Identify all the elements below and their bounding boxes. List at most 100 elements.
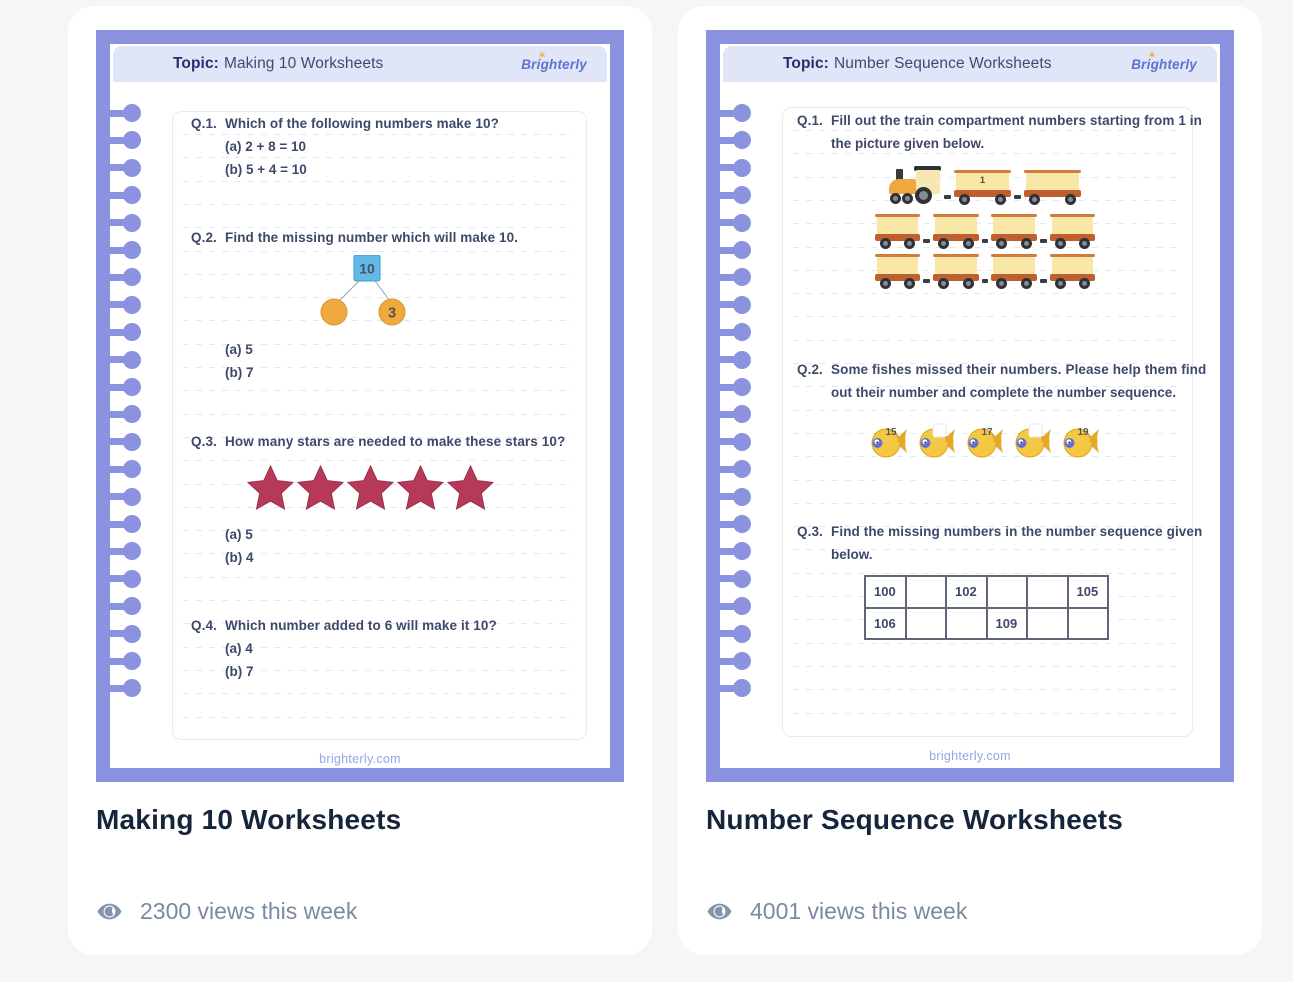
train-wagon	[933, 254, 979, 289]
worksheet-footer: brighterly.com	[319, 752, 401, 766]
binder-ring	[706, 624, 751, 643]
binder-ring	[706, 241, 751, 259]
ruled-line	[793, 572, 1180, 574]
binder-ring	[706, 104, 751, 122]
ruled-line	[793, 223, 1180, 225]
ruled-line	[793, 526, 1180, 528]
ruled-line	[793, 316, 1180, 318]
views-row: 4001 views this week	[706, 898, 967, 925]
topic-label: Topic:	[173, 55, 219, 72]
ruled-line	[183, 530, 574, 532]
ruled-line	[793, 549, 1180, 551]
number-sequence-table: 100 102 105 106 109	[864, 575, 1109, 640]
question-1-line2: the picture given below.	[831, 136, 985, 151]
star-icon	[247, 465, 294, 510]
topic-value: Number Sequence Worksheets	[833, 55, 1052, 72]
binder-ring	[706, 213, 751, 232]
binder-ring	[96, 624, 141, 643]
binder-ring	[706, 405, 751, 424]
ruled-line	[183, 693, 574, 695]
question-1-option-b: (b) 5 + 4 = 10	[225, 162, 307, 177]
worksheet-footer: brighterly.com	[929, 749, 1011, 763]
card-title[interactable]: Number Sequence Worksheets	[706, 804, 1124, 835]
bond-right-circle	[378, 298, 406, 326]
train-row: 1	[875, 166, 1095, 205]
svg-text:17: 17	[981, 427, 993, 438]
table-cell	[1027, 607, 1068, 639]
train-wagon	[991, 254, 1037, 289]
question-2-option-b: (b) 7	[225, 365, 254, 380]
ruled-line	[183, 646, 574, 648]
ruled-line	[793, 246, 1180, 248]
ruled-line	[793, 502, 1180, 504]
binder-ring	[96, 104, 141, 122]
ruled-line	[183, 600, 574, 601]
fish-icon	[1015, 423, 1051, 458]
ruled-line	[793, 712, 1180, 714]
binder-ring	[706, 378, 751, 396]
topic-line: Topic: Number Sequence Worksheets	[783, 55, 1052, 73]
ruled-line	[793, 269, 1180, 271]
star-icon	[447, 465, 494, 510]
question-2-line2: out their number and complete the number…	[831, 385, 1177, 400]
views-text: 4001 views this week	[750, 898, 968, 924]
star-icon	[297, 465, 344, 510]
train-wagon	[1024, 170, 1081, 205]
bond-total: 10	[359, 261, 375, 277]
sun-icon: ✶	[1148, 49, 1156, 60]
worksheet-card-number-sequence[interactable]: Topic: Number Sequence Worksheets ✶ Bright…	[678, 6, 1262, 955]
fish-icon: 15	[871, 427, 907, 458]
fish-icon	[919, 423, 955, 458]
train-wagon	[933, 214, 979, 249]
ruled-line	[793, 153, 1180, 155]
ruled-line	[183, 227, 574, 229]
ruled-line	[183, 506, 574, 508]
train-row	[875, 214, 1095, 249]
question-2: Q.2. Find the missing number which will m…	[191, 230, 519, 245]
worksheet-preview[interactable]: Topic: Number Sequence Worksheets ✶ Bright…	[706, 30, 1234, 782]
binder-ring	[96, 460, 141, 479]
binder-ring	[706, 652, 751, 670]
train-wagon	[1049, 214, 1095, 249]
train-row	[875, 254, 1095, 289]
train-picture: 1	[875, 166, 1095, 289]
star-icon	[397, 465, 444, 510]
ruled-line	[183, 180, 574, 182]
binder-ring	[96, 432, 141, 451]
ruled-line	[793, 199, 1180, 201]
views-row: 2300 views this week	[96, 898, 357, 925]
question-1-option-a: (a) 2 + 8 = 10	[225, 139, 307, 154]
fish-icon: 19	[1063, 427, 1099, 458]
binder-ring	[706, 268, 751, 287]
binder-ring	[96, 323, 141, 342]
card-title[interactable]: Making 10 Worksheets	[96, 804, 402, 835]
ruled-line	[793, 642, 1180, 644]
worksheet-card-making-10[interactable]: Topic: Making 10 Worksheets ✶ Brighterly Q…	[68, 6, 652, 955]
table-cell	[905, 607, 946, 639]
eye-icon	[97, 903, 122, 920]
table-cell: 100	[865, 576, 906, 608]
worksheet-topic-header: Topic: Number Sequence Worksheets ✶ Bright…	[723, 46, 1217, 82]
question-3-option-a: (a) 5	[225, 527, 253, 542]
binder-ring	[706, 569, 751, 588]
ruled-line	[183, 250, 574, 252]
table-cell	[986, 576, 1027, 608]
binder-ring	[96, 378, 141, 396]
topic-label: Topic:	[783, 55, 829, 72]
binder-ring	[96, 652, 141, 670]
ruled-line	[183, 320, 574, 322]
binder-ring	[96, 487, 141, 506]
table-cell	[1067, 607, 1108, 639]
worksheet-preview[interactable]: Topic: Making 10 Worksheets ✶ Brighterly Q…	[96, 30, 624, 782]
binder-ring	[706, 515, 751, 533]
question-4-option-a: (a) 4	[225, 641, 253, 656]
svg-text:19: 19	[1077, 427, 1089, 438]
question-2: Q.2. Some fishes missed their numbers. Pl…	[797, 362, 1207, 377]
ruled-line	[183, 553, 574, 555]
binder-ring	[706, 295, 751, 314]
train-wagon	[875, 214, 921, 249]
ruled-line	[793, 339, 1180, 341]
ruled-line	[183, 367, 574, 368]
ruled-line	[183, 716, 574, 718]
ruled-line	[183, 436, 574, 438]
